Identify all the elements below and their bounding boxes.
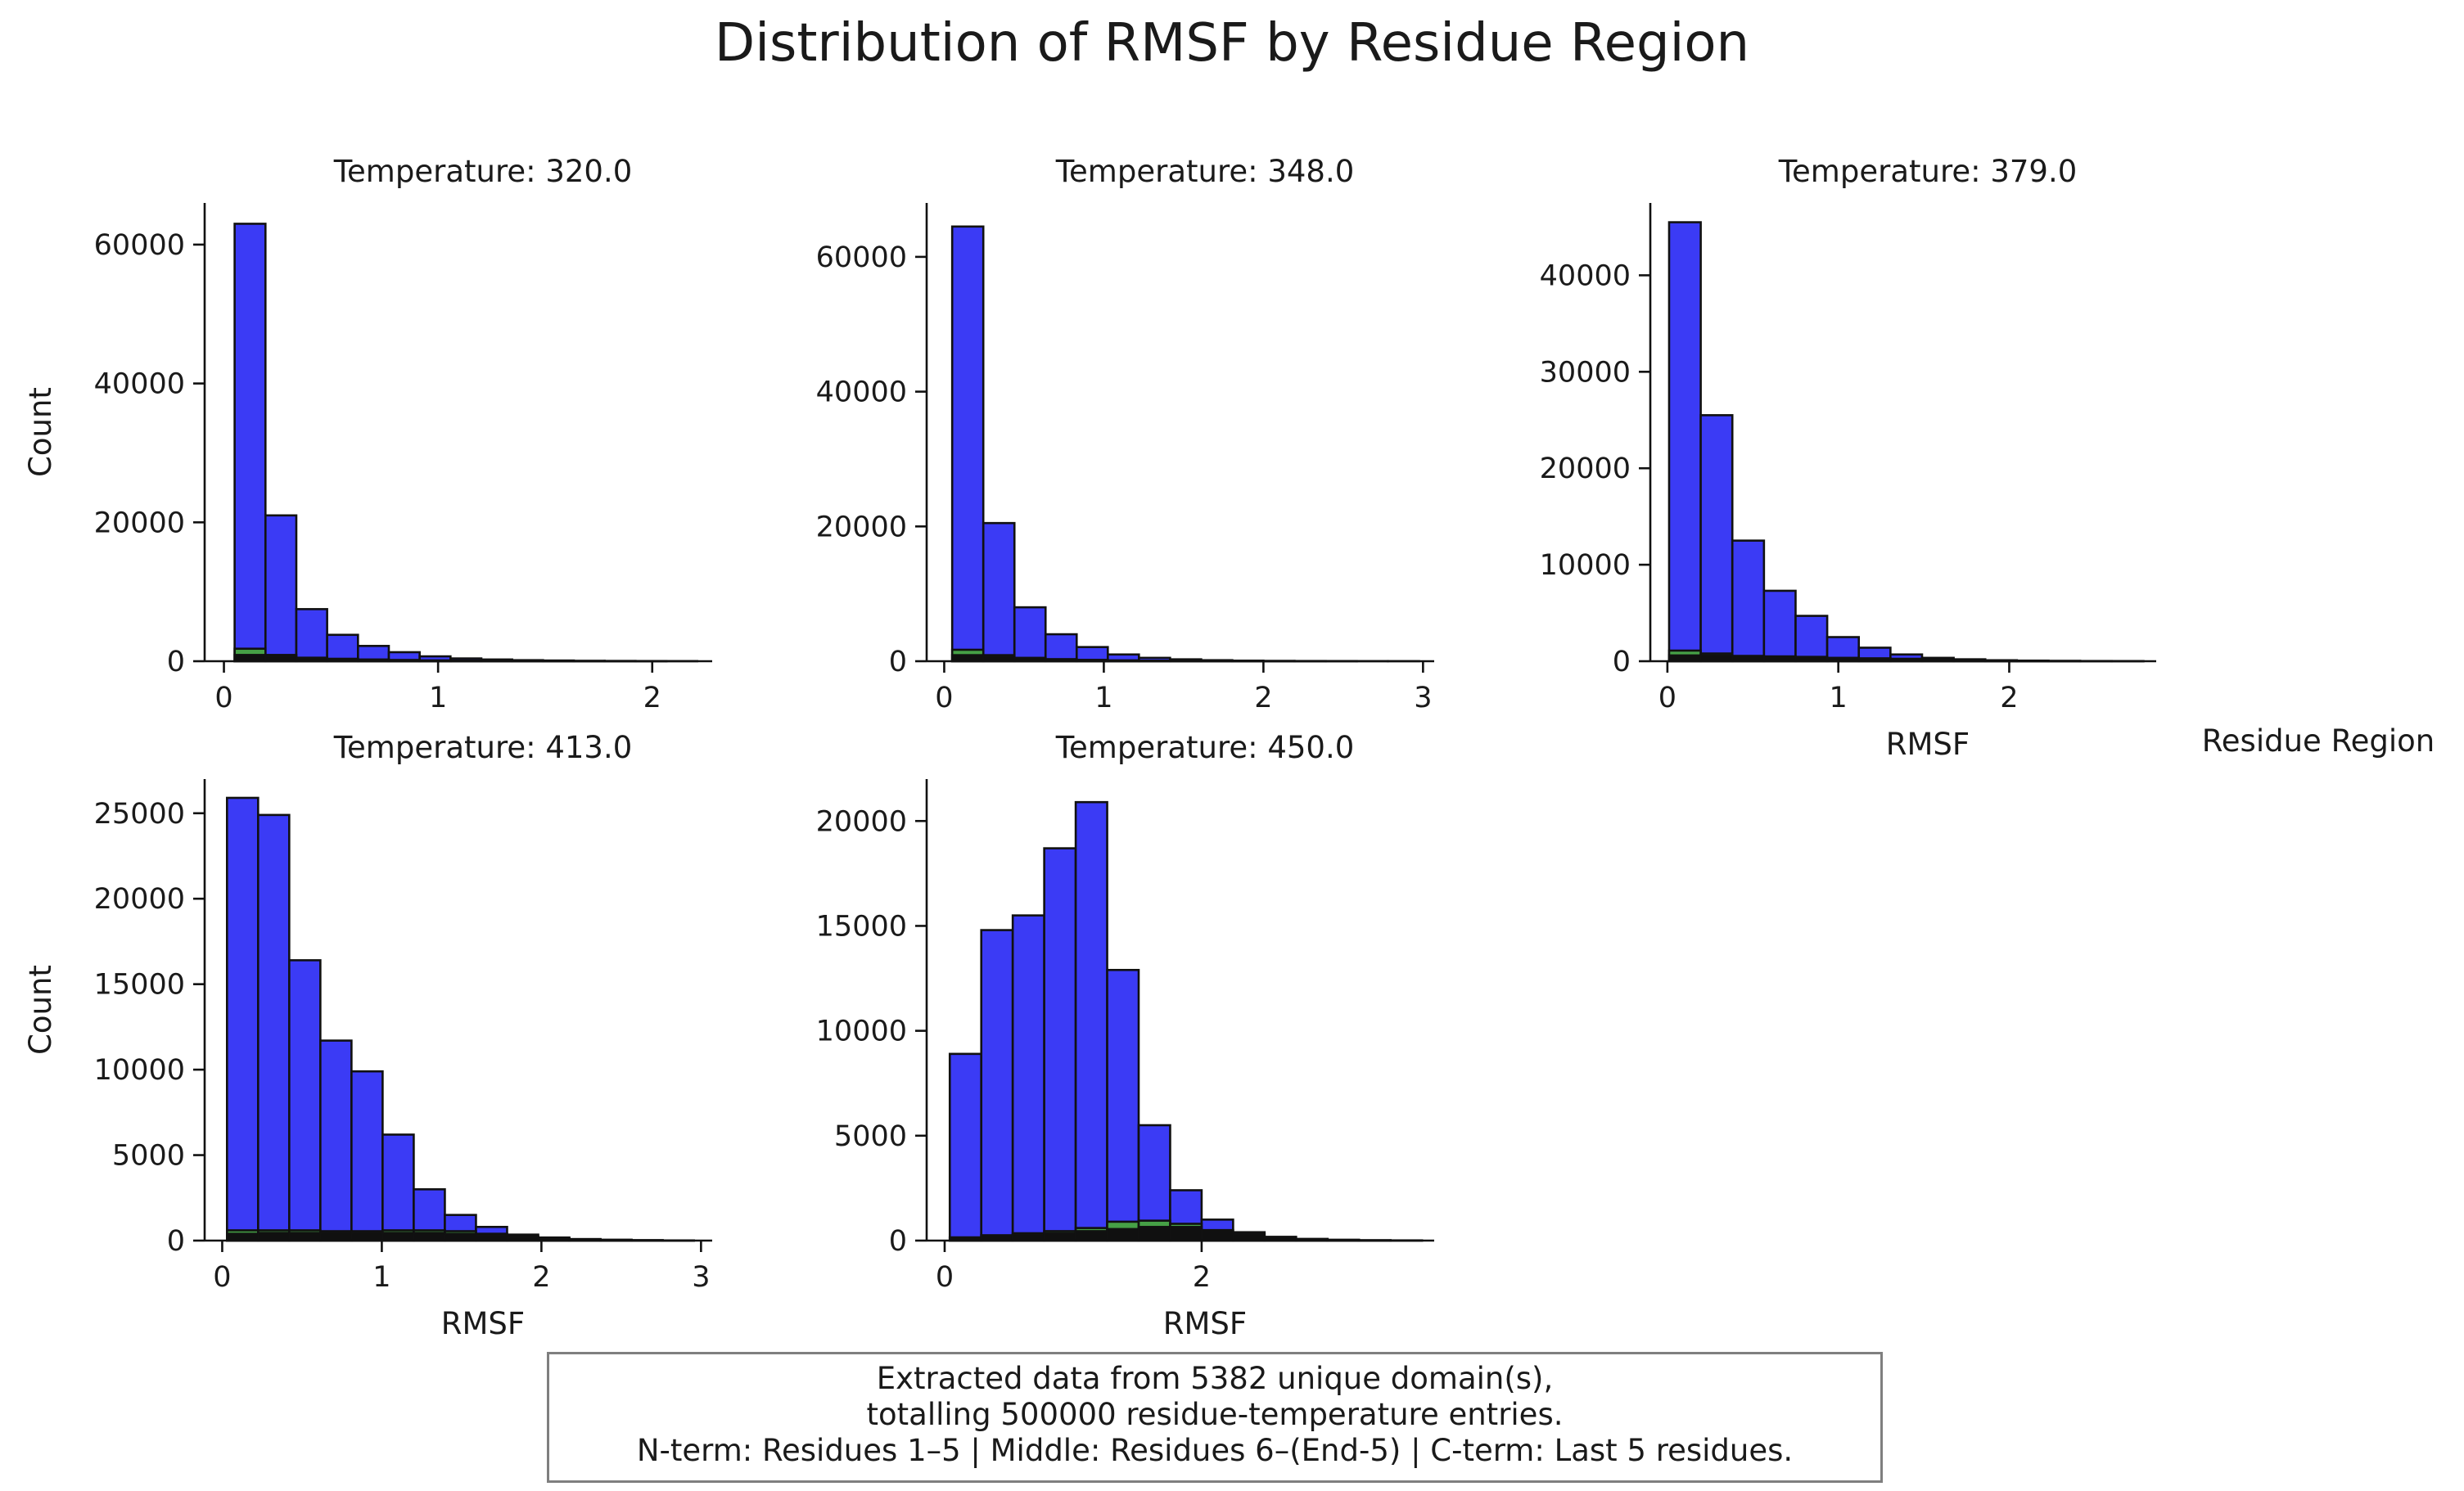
panel-4: 0 1 2 3 0 5000 10000 15000 20000 25000 Temperature…	[23, 730, 712, 1341]
x-tick-label: 1	[372, 1261, 390, 1294]
y-tick-label: 0	[1613, 646, 1631, 678]
y-tick-label: 25000	[94, 798, 185, 831]
x-tick-label: 2	[643, 682, 661, 714]
bar-middle	[1667, 221, 1702, 663]
panel-1: 0 1 2 0 20000 40000 60000 Temperature: 320.0 Cou…	[23, 154, 712, 714]
bar-middle	[1043, 847, 1077, 1242]
panel-title: Temperature: 379.0	[1778, 154, 2078, 189]
x-tick-label: 3	[692, 1261, 710, 1294]
x-tick-label: 1	[429, 682, 447, 714]
bar-middle	[950, 225, 985, 663]
y-tick-label: 40000	[94, 368, 185, 401]
panel-3: 0 1 2 0 10000 20000 30000 40000 Temperature: 379…	[1540, 154, 2156, 762]
x-axis-label: RMSF	[441, 1306, 525, 1341]
bar-middle	[319, 1039, 353, 1242]
bar-middle	[381, 1133, 415, 1242]
y-tick-label: 10000	[94, 1054, 185, 1087]
x-tick-label: 2	[2000, 682, 2018, 714]
bar-middle	[1699, 414, 1734, 663]
bar-middle	[1011, 914, 1045, 1242]
x-tick-label: 2	[1193, 1261, 1211, 1294]
bar-middle	[1074, 800, 1108, 1242]
x-tick-label: 3	[1414, 682, 1432, 714]
panel-title: Temperature: 348.0	[1055, 154, 1355, 189]
bar-cterm	[381, 1232, 415, 1242]
y-tick-label: 20000	[94, 507, 185, 539]
bar-cterm	[413, 1232, 446, 1242]
y-tick-label: 0	[167, 646, 185, 678]
bar-middle	[225, 796, 259, 1242]
y-tick-label: 0	[167, 1225, 185, 1258]
y-axis-label: Count	[23, 387, 58, 477]
bar-middle	[948, 1052, 983, 1242]
figure-title: Distribution of RMSF by Residue Region	[714, 13, 1750, 74]
x-axis-label: RMSF	[1163, 1306, 1247, 1341]
x-tick-label: 2	[532, 1261, 550, 1294]
bar-cterm	[1074, 1230, 1108, 1242]
y-tick-label: 20000	[816, 511, 907, 543]
bar-cterm	[350, 1232, 384, 1242]
caption-box: Extracted data from 5382 unique domain(s…	[547, 1352, 1883, 1483]
x-tick-label: 2	[1254, 682, 1272, 714]
bar-middle	[1762, 589, 1797, 663]
bar-cterm	[257, 1232, 291, 1242]
y-tick-label: 5000	[112, 1140, 185, 1173]
y-tick-label: 40000	[816, 376, 907, 409]
y-tick-label: 0	[889, 646, 907, 678]
caption-line-1: Extracted data from 5382 unique domain(s…	[876, 1361, 1554, 1396]
bar-middle	[982, 521, 1016, 663]
bar-middle	[350, 1070, 384, 1242]
bar-middle	[326, 633, 359, 663]
bar-middle	[1044, 633, 1078, 663]
bar-middle	[1731, 539, 1766, 663]
y-tick-label: 20000	[1540, 453, 1631, 485]
bar-cterm	[288, 1232, 322, 1242]
x-axis-label: RMSF	[1886, 727, 1970, 762]
bar-middle	[288, 959, 322, 1242]
bar-middle	[257, 813, 291, 1242]
x-tick-label: 1	[1830, 682, 1848, 714]
x-tick-label: 0	[213, 1261, 231, 1294]
y-tick-label: 20000	[816, 805, 907, 838]
panel-title: Temperature: 413.0	[333, 730, 633, 765]
y-axis-label: Count	[23, 965, 58, 1055]
bar-middle	[980, 929, 1014, 1242]
y-tick-label: 60000	[816, 241, 907, 274]
y-tick-label: 5000	[834, 1120, 907, 1153]
y-tick-label: 15000	[94, 969, 185, 1002]
bar-cterm	[319, 1232, 353, 1242]
y-tick-label: 20000	[94, 883, 185, 916]
bar-middle	[295, 608, 328, 663]
y-tick-label: 0	[889, 1225, 907, 1258]
bar-cterm	[1169, 1226, 1203, 1242]
y-tick-label: 40000	[1540, 259, 1631, 292]
x-tick-label: 0	[1658, 682, 1677, 714]
bar-middle	[1013, 606, 1047, 663]
bar-cterm	[1043, 1232, 1077, 1242]
panel-5: 0 2 0 5000 10000 15000 20000 Temperature: 450.0…	[816, 730, 1434, 1341]
y-tick-label: 60000	[94, 229, 185, 262]
panel-2: 0 1 2 3 0 20000 40000 60000 Temperature: 348.0	[816, 154, 1434, 714]
x-tick-label: 0	[214, 682, 232, 714]
bar-middle	[233, 223, 267, 663]
caption-line-3: N-term: Residues 1–5 | Middle: Residues …	[636, 1433, 1794, 1468]
x-tick-label: 0	[936, 1261, 954, 1294]
panel-title: Temperature: 450.0	[1055, 730, 1355, 765]
x-tick-label: 0	[935, 682, 953, 714]
x-tick-label: 1	[1094, 682, 1112, 714]
caption-line-2: totalling 500000 residue-temperature ent…	[866, 1397, 1564, 1432]
y-tick-label: 10000	[816, 1016, 907, 1048]
y-tick-label: 15000	[816, 910, 907, 943]
legend-title: Residue Region	[2202, 723, 2435, 759]
bar-middle	[1106, 968, 1140, 1242]
bar-middle	[264, 514, 298, 663]
y-tick-label: 10000	[1540, 549, 1631, 582]
bar-cterm	[1200, 1228, 1234, 1242]
bar-cterm	[1106, 1227, 1140, 1242]
bar-cterm	[1137, 1226, 1171, 1242]
panel-title: Temperature: 320.0	[333, 154, 633, 189]
bar-middle	[1794, 615, 1829, 663]
y-tick-label: 30000	[1540, 356, 1631, 389]
